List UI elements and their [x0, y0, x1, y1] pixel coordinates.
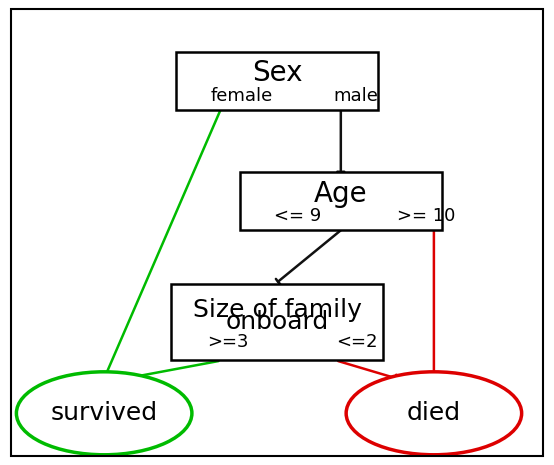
Text: Size of family: Size of family: [193, 299, 361, 322]
Ellipse shape: [346, 372, 522, 455]
Text: >=3: >=3: [207, 332, 248, 351]
Text: <=2: <=2: [337, 332, 378, 351]
Text: died: died: [407, 401, 461, 425]
Text: female: female: [211, 87, 273, 105]
Text: onboard: onboard: [225, 310, 329, 334]
Text: Sex: Sex: [252, 59, 302, 87]
Ellipse shape: [17, 372, 192, 455]
Text: survived: survived: [50, 401, 158, 425]
Bar: [171, 284, 383, 360]
Text: >= 10: >= 10: [397, 207, 456, 226]
Text: <= 9: <= 9: [274, 207, 321, 226]
Bar: [240, 172, 442, 230]
Bar: [176, 52, 378, 110]
Text: Age: Age: [314, 179, 368, 208]
Text: male: male: [334, 87, 378, 105]
